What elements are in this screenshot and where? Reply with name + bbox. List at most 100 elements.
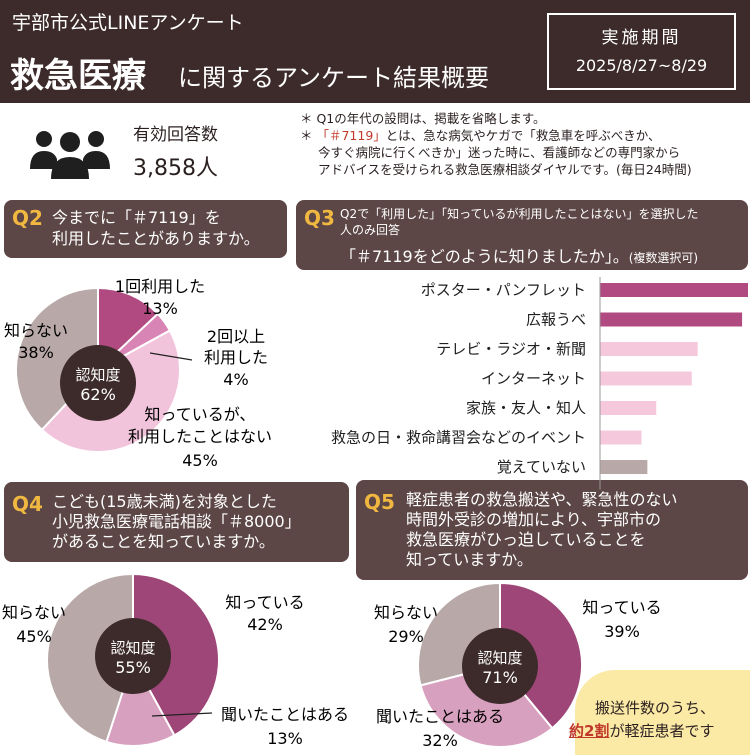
callout-line2-rest: が軽症患者です <box>609 722 715 740</box>
q3-category-label: ポスター・パンフレット <box>421 281 586 299</box>
q4-line2: 小児救急医療電話相談「＃8000」 <box>52 512 301 531</box>
q3-line2: 人のみ回答 <box>340 223 401 237</box>
q4-pct-heard: 13% <box>267 729 303 748</box>
q5-pct-know: 39% <box>604 622 640 641</box>
q2-center-circle <box>60 345 136 421</box>
q2-pct-known: 45% <box>182 451 218 470</box>
q5-header <box>356 480 748 580</box>
q5-line3: 救急医療がひっ迫していることを <box>406 530 646 549</box>
q2-label-twice-l1: 2回以上 <box>207 327 265 346</box>
q3-bar <box>600 371 692 386</box>
q5-label-unknown: 知らない <box>374 603 438 622</box>
q3-number: Q3 <box>304 206 335 230</box>
q2-question: 今までに「＃7119」を 利用したことがありますか。 <box>52 207 260 249</box>
q4-pct-unknown: 45% <box>16 627 52 646</box>
callout-highlight: 約2割 <box>569 722 610 740</box>
q4-pct-know: 42% <box>247 615 283 634</box>
q4-number: Q4 <box>12 492 43 516</box>
q2-line1: 今までに「＃7119」を <box>52 208 221 227</box>
q5-slice-1 <box>419 663 554 748</box>
q2-label-twice-l2: 利用した <box>204 348 268 367</box>
period-label: 実施期間 <box>601 28 682 48</box>
q3-question-small: Q2で「利用した」「知っているが利用したことはない」を選択した 人のみ回答 <box>340 206 698 238</box>
note-7119: 「＃7119」 <box>316 128 386 143</box>
period-box: 実施期間 2025/8/27~8/29 <box>547 13 736 90</box>
q3-bar <box>600 401 657 415</box>
q4-line3: があることを知っていますか。 <box>52 532 275 551</box>
q4-label-heard: 聞いたことはある <box>221 705 349 724</box>
q2-label-unknown: 知らない <box>4 321 68 340</box>
people-group-icon <box>30 131 110 179</box>
q2-label-once: 1回利用した <box>115 277 205 296</box>
q4-question: こども(15歳未満)を対象とした 小児救急医療電話相談「＃8000」 があること… <box>52 492 301 552</box>
callout-line1: 搬送件数のうち、 <box>595 699 716 717</box>
q4-pie-chart <box>46 572 220 747</box>
q3-bar-chart: ポスター・パンフレット広報うべテレビ・ラジオ・新聞インターネット家族・友人・知人… <box>331 277 748 490</box>
q2-label-known-l2: 利用したことはない <box>128 427 272 446</box>
callout-line2: 約2割が軽症患者です <box>569 720 714 741</box>
q2-center-value: 62% <box>80 385 116 404</box>
respondents-value: 3,858人 <box>133 156 218 181</box>
q3-line3-wrap: 「＃7119をどのように知りましたか」。(複数選択可) <box>340 243 698 267</box>
header-subtitle: 宇部市公式LINEアンケート <box>12 12 244 34</box>
q2-slice-3 <box>15 286 99 432</box>
q5-line1: 軽症患者の救急搬送や、緊急性のない <box>406 490 678 509</box>
q5-slice-0 <box>499 581 583 730</box>
q2-leader-2plus <box>149 352 193 361</box>
q5-pie-chart <box>417 581 583 748</box>
q5-line2: 時間外受診の増加により、宇部市の <box>406 510 662 529</box>
q2-pct-twice: 4% <box>223 370 248 389</box>
q2-line2: 利用したことがありますか。 <box>52 229 260 248</box>
q5-number: Q5 <box>364 490 395 514</box>
q5-label-know: 知っている <box>582 598 661 617</box>
q2-number: Q2 <box>12 206 43 230</box>
q3-category-label: 救急の日・救命講習会などのイベント <box>331 429 586 447</box>
q2-label-known-l1: 知っているが、 <box>145 405 256 424</box>
q3-header <box>296 200 748 270</box>
q2-header <box>4 200 287 258</box>
q3-category-label: 家族・友人・知人 <box>466 399 586 417</box>
note-line3: 今すぐ病院に行くべきか」迷った時に、看護師などの専門家から <box>318 145 681 160</box>
note-star: ＊ <box>300 128 317 143</box>
q5-center-value: 71% <box>482 668 518 687</box>
q4-slice-0 <box>132 572 220 737</box>
note-line4: アドバイスを受けられる救急医療相談ダイヤルです。(毎日24時間) <box>318 162 692 177</box>
q2-pct-unknown: 38% <box>18 343 54 362</box>
note-line1: ＊ Q1の年代の設問は、掲載を省略します。 <box>300 111 546 126</box>
q5-pct-heard: 32% <box>422 731 458 750</box>
q3-bar <box>600 342 698 356</box>
notes-block: ＊ Q1の年代の設問は、掲載を省略します。 ＊ 「＃7119」とは、急な病気やケ… <box>300 110 745 178</box>
q4-slice-1 <box>105 657 176 747</box>
q4-slice-2 <box>46 572 134 744</box>
q5-pct-unknown: 29% <box>388 627 424 646</box>
q3-bar <box>600 430 642 445</box>
q2-center-title: 認知度 <box>75 366 120 384</box>
q3-bar <box>600 312 743 327</box>
header-title: 救急医療 <box>10 56 146 96</box>
q5-center-circle <box>462 628 538 704</box>
q3-line3: 「＃7119をどのように知りましたか」。 <box>340 247 629 266</box>
q4-leader-heard <box>151 712 213 717</box>
q3-category-label: 覚えていない <box>497 458 586 476</box>
q3-category-label: インターネット <box>481 370 586 388</box>
q4-line1: こども(15歳未満)を対象とした <box>52 492 277 511</box>
q5-line4: 知っていますか。 <box>406 550 533 569</box>
q4-center-circle <box>95 618 171 694</box>
q3-category-label: 広報うべ <box>526 311 586 329</box>
q3-bar <box>600 283 748 297</box>
q5-question: 軽症患者の救急搬送や、緊急性のない 時間外受診の増加により、宇部市の 救急医療が… <box>406 490 678 570</box>
q4-label-unknown: 知らない <box>2 603 66 622</box>
note-line2-rest: とは、急な病気やケガで「救急車を呼ぶべきか、 <box>385 128 661 143</box>
q3-line1: Q2で「利用した」「知っているが利用したことはない」を選択した <box>340 207 699 221</box>
period-value: 2025/8/27~8/29 <box>575 56 708 75</box>
q3-category-label: テレビ・ラジオ・新聞 <box>436 340 586 358</box>
q4-center-value: 55% <box>115 658 151 677</box>
respondents-label: 有効回答数 <box>133 125 218 145</box>
q3-bar <box>600 460 648 474</box>
q3-line3-small: (複数選択可) <box>628 251 699 265</box>
header-banner <box>0 0 750 103</box>
q4-label-know: 知っている <box>225 593 304 612</box>
q2-pct-once: 13% <box>142 299 178 318</box>
q4-center-title: 認知度 <box>110 639 155 657</box>
